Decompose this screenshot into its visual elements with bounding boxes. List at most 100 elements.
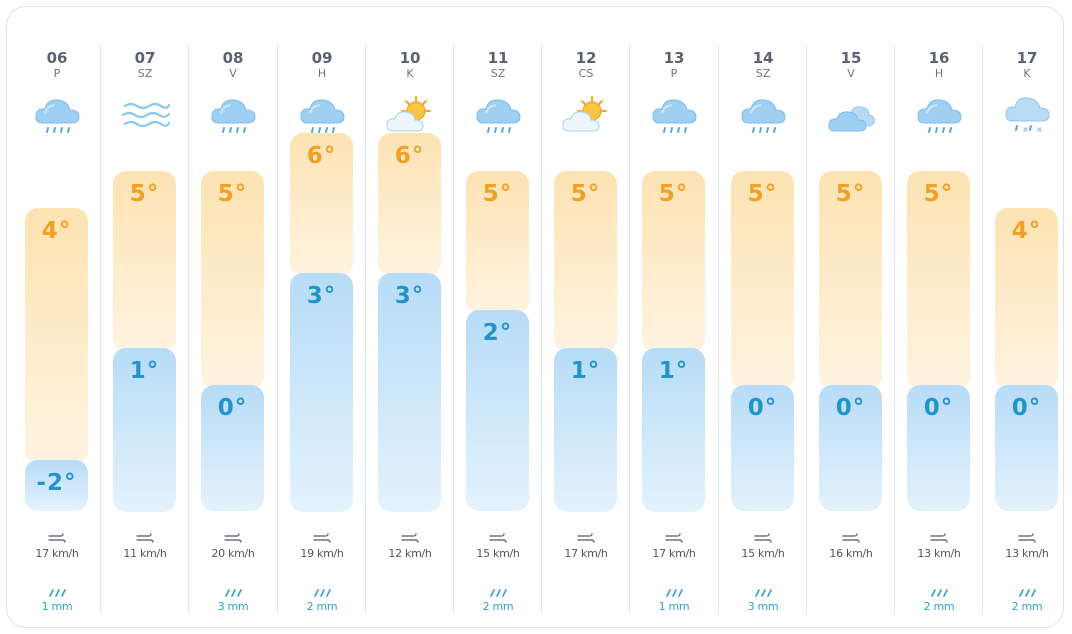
weekday-label: K: [1023, 67, 1031, 80]
day-number: 11: [487, 49, 509, 67]
high-temp-bar: 6°: [378, 133, 441, 276]
wind-speed: 13 km/h: [917, 547, 961, 560]
low-temp: 3°: [306, 283, 337, 309]
high-temp: 4°: [1011, 218, 1042, 244]
wind-speed: 16 km/h: [829, 547, 873, 560]
day-number: 13: [663, 49, 685, 67]
precipitation-icon: [47, 582, 67, 597]
weekday-label: K: [406, 67, 414, 80]
low-temp: 0°: [835, 395, 866, 421]
wind-speed: 13 km/h: [1005, 547, 1049, 560]
weekday-label: H: [934, 67, 944, 80]
wind-speed: 15 km/h: [741, 547, 785, 560]
day-column: 16 H 5° 0° 13 km/h 2 mm: [895, 45, 983, 613]
wind-icon: [136, 529, 154, 543]
low-temp-bar: 0°: [907, 385, 970, 511]
rain-icon: [31, 93, 83, 139]
low-temp: 0°: [923, 395, 954, 421]
day-column: 15 V 5° 0° 16 km/h: [807, 45, 895, 613]
high-temp-bar: 5°: [554, 171, 617, 352]
day-number: 15: [840, 49, 862, 67]
low-temp-bar: -2°: [25, 460, 88, 511]
weekday-label: CS: [578, 67, 594, 80]
wind-speed: 20 km/h: [211, 547, 255, 560]
sleet-icon: [1001, 93, 1053, 139]
wind-icon: [930, 529, 948, 543]
column-divider: [629, 45, 630, 613]
low-temp-bar: 3°: [290, 273, 353, 512]
day-number: 14: [752, 49, 774, 67]
high-temp: 5°: [747, 181, 778, 207]
wind-speed: 15 km/h: [476, 547, 520, 560]
high-temp-bar: 6°: [290, 133, 353, 276]
precipitation-icon: [223, 582, 243, 597]
day-column: 14 SZ 5° 0° 15 km/h 3 mm: [719, 45, 807, 613]
low-temp: 1°: [570, 358, 601, 384]
high-temp: 4°: [41, 218, 72, 244]
wind-icon: [401, 529, 419, 543]
weekday-label: V: [847, 67, 855, 80]
day-number: 16: [928, 49, 950, 67]
precipitation-amount: 2 mm: [923, 600, 955, 613]
partly-sunny-icon: [560, 93, 612, 139]
column-divider: [894, 45, 895, 613]
column-divider: [718, 45, 719, 613]
weekday-label: H: [317, 67, 327, 80]
day-number: 07: [134, 49, 156, 67]
high-temp-bar: 5°: [907, 171, 970, 389]
high-temp-bar: 5°: [819, 171, 882, 389]
weekday-label: P: [670, 67, 678, 80]
column-divider: [982, 45, 983, 613]
precipitation-amount: 3 mm: [747, 600, 779, 613]
precipitation-icon: [753, 582, 773, 597]
high-temp: 5°: [482, 181, 513, 207]
precipitation-icon: [488, 582, 508, 597]
high-temp-bar: 5°: [113, 171, 176, 352]
day-number: 06: [46, 49, 68, 67]
wind-speed: 12 km/h: [388, 547, 432, 560]
column-divider: [453, 45, 454, 613]
day-column: 07 SZ 5° 1° 11 km/h: [101, 45, 189, 613]
day-column: 12 CS 5° 1° 17 km/h: [542, 45, 630, 613]
low-temp-bar: 3°: [378, 273, 441, 512]
wind-speed: 11 km/h: [123, 547, 167, 560]
high-temp-bar: 5°: [466, 171, 529, 314]
high-temp: 5°: [217, 181, 248, 207]
wind-speed: 17 km/h: [35, 547, 79, 560]
high-temp: 5°: [835, 181, 866, 207]
low-temp-bar: 1°: [554, 348, 617, 512]
weekday-label: SZ: [755, 67, 771, 80]
column-divider: [188, 45, 189, 613]
column-divider: [100, 45, 101, 613]
day-column: 06 P 4° -2° 17 km/h 1 mm: [13, 45, 101, 613]
rain-icon: [207, 93, 259, 139]
precipitation-amount: 1 mm: [658, 600, 690, 613]
wind-speed: 19 km/h: [300, 547, 344, 560]
low-temp-bar: 0°: [995, 385, 1058, 511]
low-temp-bar: 0°: [201, 385, 264, 511]
wind-icon: [1018, 529, 1036, 543]
low-temp: 0°: [1011, 395, 1042, 421]
rain-icon: [296, 93, 348, 139]
low-temp: 0°: [747, 395, 778, 421]
day-column: 09 H 6° 3° 19 km/h 2 mm: [278, 45, 366, 613]
day-column: 08 V 5° 0° 20 km/h 3 mm: [189, 45, 277, 613]
high-temp-bar: 4°: [25, 208, 88, 464]
wind-icon: [48, 529, 66, 543]
weekday-label: V: [229, 67, 237, 80]
high-temp-bar: 4°: [995, 208, 1058, 389]
low-temp-bar: 2°: [466, 310, 529, 511]
column-divider: [277, 45, 278, 613]
forecast-card: 06 P 4° -2° 17 km/h 1 mm 07 SZ 5°: [6, 6, 1064, 628]
low-temp-bar: 0°: [731, 385, 794, 511]
weekday-label: SZ: [137, 67, 153, 80]
low-temp-bar: 1°: [642, 348, 705, 512]
precipitation-icon: [1017, 582, 1037, 597]
day-number: 09: [311, 49, 333, 67]
rain-icon: [913, 93, 965, 139]
precipitation-amount: 1 mm: [41, 600, 73, 613]
precipitation-amount: 2 mm: [306, 600, 338, 613]
low-temp: -2°: [36, 470, 77, 496]
high-temp-bar: 5°: [201, 171, 264, 389]
wind-icon: [224, 529, 242, 543]
